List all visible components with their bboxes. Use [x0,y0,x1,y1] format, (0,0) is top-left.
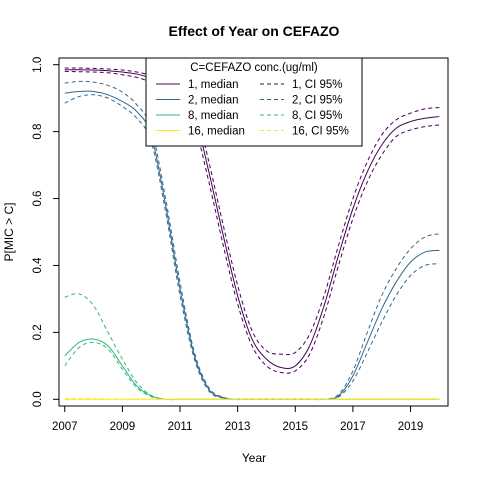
y-tick-label: 1.0 [32,57,44,73]
x-axis-label: Year [242,451,266,465]
chart-title: Effect of Year on CEFAZO [169,23,340,39]
x-tick-label: 2009 [110,421,136,433]
series-line-1-ci-95-lower [64,70,440,374]
x-tick-label: 2019 [398,421,424,433]
x-tick-label: 2013 [225,421,251,433]
legend-entry-label: 16, CI 95% [292,126,349,138]
y-tick-label: 0.6 [32,191,44,207]
legend-title: C=CEFAZO conc.(ug/ml) [190,62,318,74]
legend: C=CEFAZO conc.(ug/ml) 1, median 2, median 8… [145,57,363,147]
legend-entry-label: 8, median [188,110,239,122]
legend-entry-label: 16, median [188,126,245,138]
y-tick-label: 0.4 [32,257,44,274]
y-tick-label: 0.8 [32,124,44,140]
series-line-1-ci-95-upper [64,67,440,356]
y-axis-label: P[MIC > C] [2,202,16,261]
x-tick-label: 2015 [282,421,308,433]
y-tick-label: 0.0 [32,391,44,407]
series-line-2-ci-95-upper [64,80,440,401]
legend-entry-label: 1, median [188,79,239,91]
legend-entry-label: 2, CI 95% [292,95,343,107]
legend-box [145,57,363,147]
legend-entry-label: 1, CI 95% [292,79,343,91]
x-tick-label: 2007 [52,421,78,433]
series-line-1-median [64,69,440,369]
legend-entry-label: 8, CI 95% [292,110,343,122]
x-tick-label: 2017 [340,421,366,433]
series-layer [64,67,440,401]
legend-entry-label: 2, median [188,95,239,107]
y-tick-label: 0.2 [32,324,44,340]
x-tick-label: 2011 [168,421,193,433]
series-line-8-ci-95-lower [64,341,440,401]
